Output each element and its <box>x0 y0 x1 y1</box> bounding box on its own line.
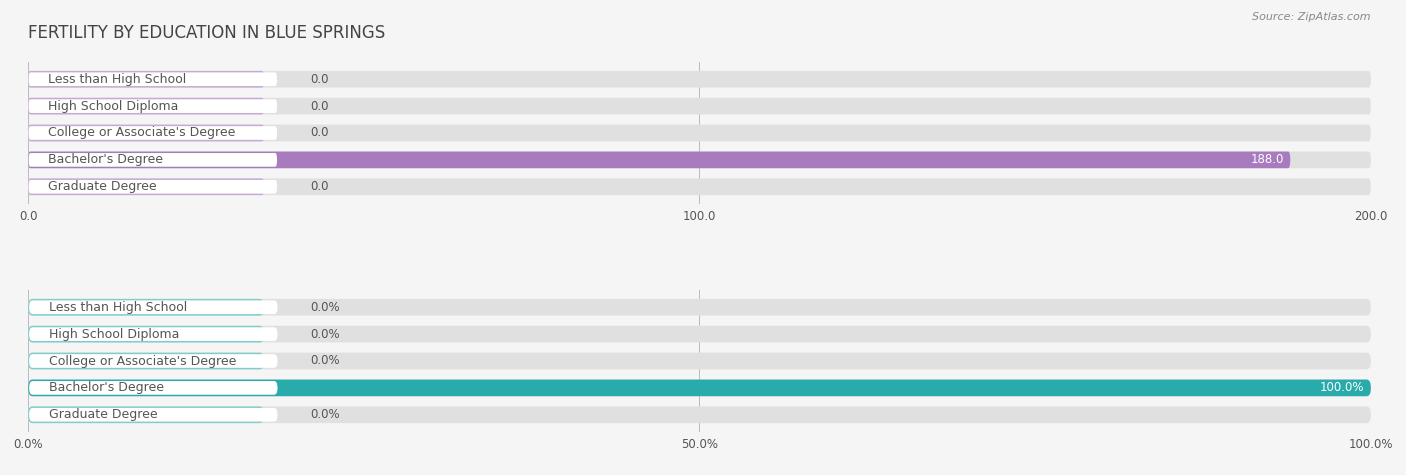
FancyBboxPatch shape <box>30 381 277 395</box>
Text: 0.0: 0.0 <box>311 180 329 193</box>
FancyBboxPatch shape <box>28 98 1371 114</box>
FancyBboxPatch shape <box>28 180 277 194</box>
Text: College or Associate's Degree: College or Associate's Degree <box>48 126 236 140</box>
FancyBboxPatch shape <box>28 99 277 113</box>
FancyBboxPatch shape <box>30 327 277 341</box>
Text: High School Diploma: High School Diploma <box>49 328 180 341</box>
FancyBboxPatch shape <box>28 352 264 370</box>
Text: Bachelor's Degree: Bachelor's Degree <box>49 381 165 394</box>
Text: Graduate Degree: Graduate Degree <box>48 180 157 193</box>
FancyBboxPatch shape <box>28 152 1371 168</box>
Text: Graduate Degree: Graduate Degree <box>49 408 157 421</box>
Text: 100.0%: 100.0% <box>1320 381 1364 394</box>
Text: Source: ZipAtlas.com: Source: ZipAtlas.com <box>1253 12 1371 22</box>
Text: 0.0%: 0.0% <box>311 408 340 421</box>
FancyBboxPatch shape <box>30 354 277 368</box>
Text: 0.0: 0.0 <box>311 73 329 86</box>
Text: 0.0: 0.0 <box>311 126 329 140</box>
FancyBboxPatch shape <box>28 179 264 195</box>
FancyBboxPatch shape <box>28 326 264 342</box>
FancyBboxPatch shape <box>28 326 1371 342</box>
Text: Less than High School: Less than High School <box>49 301 187 314</box>
Text: 188.0: 188.0 <box>1250 153 1284 166</box>
Text: High School Diploma: High School Diploma <box>48 100 179 113</box>
Text: 0.0%: 0.0% <box>311 354 340 368</box>
Text: 0.0: 0.0 <box>311 100 329 113</box>
FancyBboxPatch shape <box>28 153 277 167</box>
FancyBboxPatch shape <box>28 124 264 142</box>
FancyBboxPatch shape <box>28 380 1371 396</box>
FancyBboxPatch shape <box>28 72 277 86</box>
FancyBboxPatch shape <box>28 152 1291 168</box>
FancyBboxPatch shape <box>28 380 1371 396</box>
FancyBboxPatch shape <box>28 407 1371 423</box>
Text: 0.0%: 0.0% <box>311 301 340 314</box>
FancyBboxPatch shape <box>28 98 264 114</box>
Text: Bachelor's Degree: Bachelor's Degree <box>48 153 163 166</box>
Text: FERTILITY BY EDUCATION IN BLUE SPRINGS: FERTILITY BY EDUCATION IN BLUE SPRINGS <box>28 24 385 42</box>
FancyBboxPatch shape <box>28 71 264 87</box>
FancyBboxPatch shape <box>28 179 1371 195</box>
FancyBboxPatch shape <box>28 407 264 423</box>
FancyBboxPatch shape <box>30 408 277 422</box>
FancyBboxPatch shape <box>30 300 277 314</box>
FancyBboxPatch shape <box>28 299 1371 315</box>
Text: 0.0%: 0.0% <box>311 328 340 341</box>
FancyBboxPatch shape <box>28 352 1371 370</box>
FancyBboxPatch shape <box>28 126 277 140</box>
FancyBboxPatch shape <box>28 71 1371 87</box>
Text: Less than High School: Less than High School <box>48 73 187 86</box>
FancyBboxPatch shape <box>28 124 1371 142</box>
Text: College or Associate's Degree: College or Associate's Degree <box>49 354 236 368</box>
FancyBboxPatch shape <box>28 299 264 315</box>
